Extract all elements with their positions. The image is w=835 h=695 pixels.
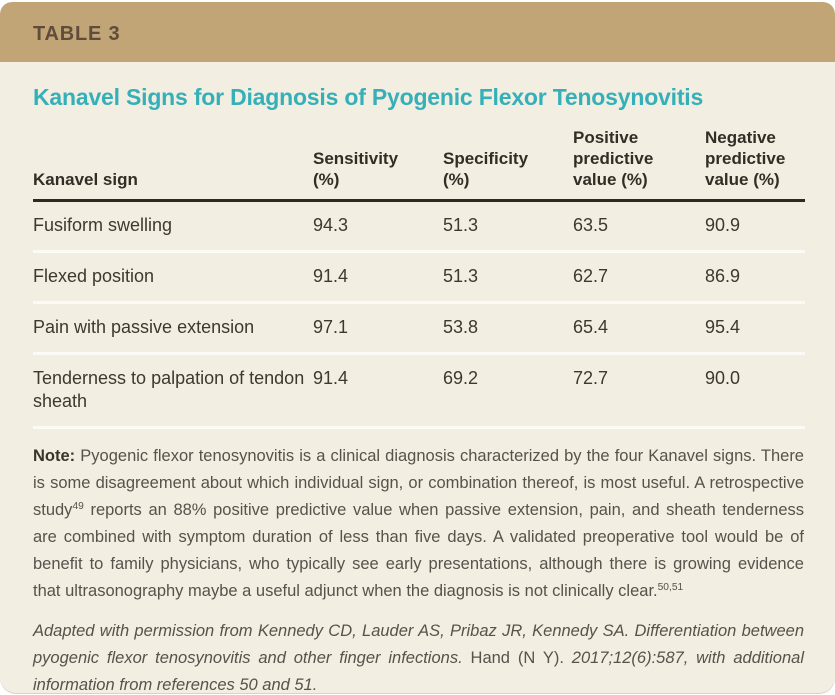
cell-npv: 90.0 — [705, 353, 805, 429]
column-header-specificity: Specificity (%) — [443, 127, 573, 202]
note-label: Note: — [33, 447, 76, 465]
header-row: Kanavel sign Sensitivity (%) Specificity… — [33, 127, 805, 202]
table-row: Tenderness to palpation of tendon sheath… — [33, 353, 805, 429]
table-head: Kanavel sign Sensitivity (%) Specificity… — [33, 127, 805, 202]
cell-ppv: 65.4 — [573, 302, 705, 355]
cell-specificity: 51.3 — [443, 251, 573, 304]
cell-sensitivity: 91.4 — [313, 353, 443, 429]
cell-npv: 86.9 — [705, 251, 805, 304]
cell-sign: Pain with passive extension — [33, 302, 313, 355]
reference-superscript: 50,51 — [657, 582, 684, 594]
column-header-npv: Negative predictive value (%) — [705, 127, 805, 202]
cell-npv: 95.4 — [705, 302, 805, 355]
text-segment: Adapted with permission from Kennedy CD,… — [33, 622, 804, 667]
cell-npv: 90.9 — [705, 200, 805, 253]
cell-sensitivity: 91.4 — [313, 251, 443, 304]
column-header-sensitivity: Sensitivity (%) — [313, 127, 443, 202]
cell-sensitivity: 97.1 — [313, 302, 443, 355]
table-row: Fusiform swelling 94.3 51.3 63.5 90.9 — [33, 200, 805, 253]
table-header-bar: TABLE 3 — [0, 2, 835, 62]
table-row: Flexed position 91.4 51.3 62.7 86.9 — [33, 251, 805, 304]
table-title: Kanavel Signs for Diagnosis of Pyogenic … — [33, 84, 704, 110]
citation-paragraph: Adapted with permission from Kennedy CD,… — [33, 618, 804, 693]
cell-sensitivity: 94.3 — [313, 200, 443, 253]
cell-sign: Tenderness to palpation of tendon sheath — [33, 353, 313, 429]
kanavel-signs-table: Kanavel sign Sensitivity (%) Specificity… — [33, 127, 805, 429]
text-segment: reports an 88% positive predictive value… — [33, 501, 804, 600]
table-number-label: TABLE 3 — [33, 22, 121, 45]
column-header-ppv: Positive predictive value (%) — [573, 127, 705, 202]
text-segment: Pyogenic flexor tenosynovitis is a clini… — [33, 447, 804, 519]
journal-name: Hand (N Y). — [470, 649, 572, 667]
reference-superscript: 49 — [72, 501, 84, 513]
cell-ppv: 62.7 — [573, 251, 705, 304]
table-body: Fusiform swelling 94.3 51.3 63.5 90.9 Fl… — [33, 200, 805, 429]
cell-specificity: 69.2 — [443, 353, 573, 429]
column-header-kanavel-sign: Kanavel sign — [33, 127, 313, 202]
table-row: Pain with passive extension 97.1 53.8 65… — [33, 302, 805, 355]
text-segment: 2017;12(6):587, with additional informat… — [33, 649, 804, 693]
cell-specificity: 53.8 — [443, 302, 573, 355]
cell-specificity: 51.3 — [443, 200, 573, 253]
note-paragraph: Note: Pyogenic flexor tenosynovitis is a… — [33, 443, 804, 605]
cell-ppv: 72.7 — [573, 353, 705, 429]
cell-ppv: 63.5 — [573, 200, 705, 253]
cell-sign: Flexed position — [33, 251, 313, 304]
cell-sign: Fusiform swelling — [33, 200, 313, 253]
